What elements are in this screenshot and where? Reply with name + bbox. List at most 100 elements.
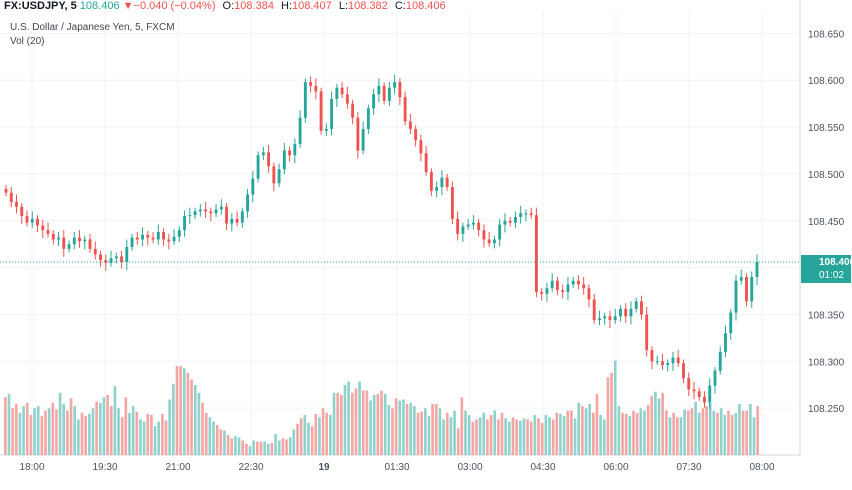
candle-body [46, 230, 50, 234]
symbol-name[interactable]: FX:USDJPY, 5 [4, 0, 77, 12]
candle-body [550, 280, 554, 289]
candle-body [340, 87, 344, 95]
candle-body [309, 82, 313, 86]
down-arrow-icon: ▼ [122, 0, 134, 12]
candle-body [356, 117, 360, 151]
candle-body [456, 218, 460, 234]
volume-bar [29, 415, 33, 455]
candle-body [120, 256, 123, 262]
candle-body [30, 218, 34, 223]
volume-bar [606, 377, 610, 455]
candle-body [361, 128, 365, 151]
volume-bar [292, 429, 296, 455]
volume-bar [150, 415, 153, 455]
volume-bar [511, 417, 515, 455]
candle-body [135, 237, 139, 240]
candle-body [697, 391, 701, 397]
volume-bar [365, 390, 369, 455]
volume-legend[interactable]: Vol (20) [10, 36, 45, 47]
volume-bar [270, 442, 274, 455]
volume-bar [190, 379, 193, 455]
candle-body [151, 237, 155, 240]
volume-bar [679, 417, 683, 455]
candle-body [303, 82, 307, 118]
volume-bar [515, 419, 518, 455]
candle-body [545, 288, 549, 294]
price-change: −0.040 (−0.04%) [133, 0, 216, 12]
candle-body [440, 177, 444, 188]
volume-bar [559, 413, 562, 455]
volume-bar [613, 360, 617, 455]
volume-bar [62, 403, 66, 455]
candle-body [429, 172, 433, 191]
candle-body [109, 258, 113, 263]
volume-bar [420, 411, 423, 455]
volume-bar [391, 408, 394, 455]
volume-bar [632, 410, 635, 455]
candle-body [88, 239, 92, 249]
volume-bar [529, 421, 533, 455]
volume-bar [208, 417, 212, 455]
volume-bar [624, 413, 628, 455]
candle-body [508, 220, 512, 223]
volume-bar [66, 410, 69, 455]
volume-bar [80, 412, 84, 455]
candle-body [83, 239, 87, 242]
volume-bar [102, 397, 106, 455]
candle-body [162, 232, 165, 240]
candle-body [282, 150, 286, 170]
candle-body [114, 256, 118, 259]
candle-body [555, 280, 559, 291]
volume-bar [460, 397, 464, 455]
candle-body [78, 237, 81, 242]
volume-bar [741, 410, 745, 455]
volume-bar [486, 419, 489, 455]
volume-bar [646, 405, 650, 455]
volume-bar [175, 366, 179, 455]
volume-bar [752, 417, 756, 455]
candle-body [655, 361, 659, 363]
volume-bar [405, 403, 409, 455]
y-tick-label: 108.350 [808, 310, 845, 321]
candle-body [172, 236, 176, 242]
volume-bar [201, 402, 204, 455]
candle-body [703, 396, 706, 403]
candle-body [141, 234, 144, 240]
candle-body [682, 363, 685, 379]
candle-body [603, 316, 607, 319]
instrument-legend[interactable]: U.S. Dollar / Japanese Yen, 5, FXCM [10, 22, 175, 33]
x-tick-label: 19 [318, 462, 330, 473]
volume-bar [380, 390, 383, 455]
volume-bar [277, 440, 281, 455]
volume-bar [237, 437, 241, 455]
candle-body [613, 316, 617, 321]
volume-bar [413, 406, 416, 455]
volume-bar [22, 406, 25, 455]
volume-bar [676, 417, 679, 455]
candle-body [524, 213, 528, 215]
candle-body [734, 280, 738, 313]
volume-bar [508, 421, 511, 455]
candle-body [319, 91, 323, 131]
candle-body [93, 248, 97, 255]
volume-bar [179, 366, 182, 455]
volume-bar [285, 439, 288, 455]
volume-bar [340, 395, 343, 455]
volume-bar [690, 408, 694, 455]
volume-bar [402, 399, 405, 455]
candle-body [676, 357, 680, 364]
volume-bar [672, 412, 675, 455]
volume-bar [263, 441, 266, 455]
symbol-header: FX:USDJPY, 5 108.406 ▼−0.040 (−0.04%) O:… [4, 0, 446, 14]
candle-body [466, 224, 470, 227]
volume-bar [730, 415, 734, 455]
candle-body [36, 218, 39, 226]
candle-body [403, 97, 407, 122]
volume-bar [128, 412, 131, 455]
candle-body [661, 361, 664, 366]
volume-bar [120, 417, 124, 455]
volume-bar [584, 408, 588, 455]
volume-bar [504, 418, 507, 455]
